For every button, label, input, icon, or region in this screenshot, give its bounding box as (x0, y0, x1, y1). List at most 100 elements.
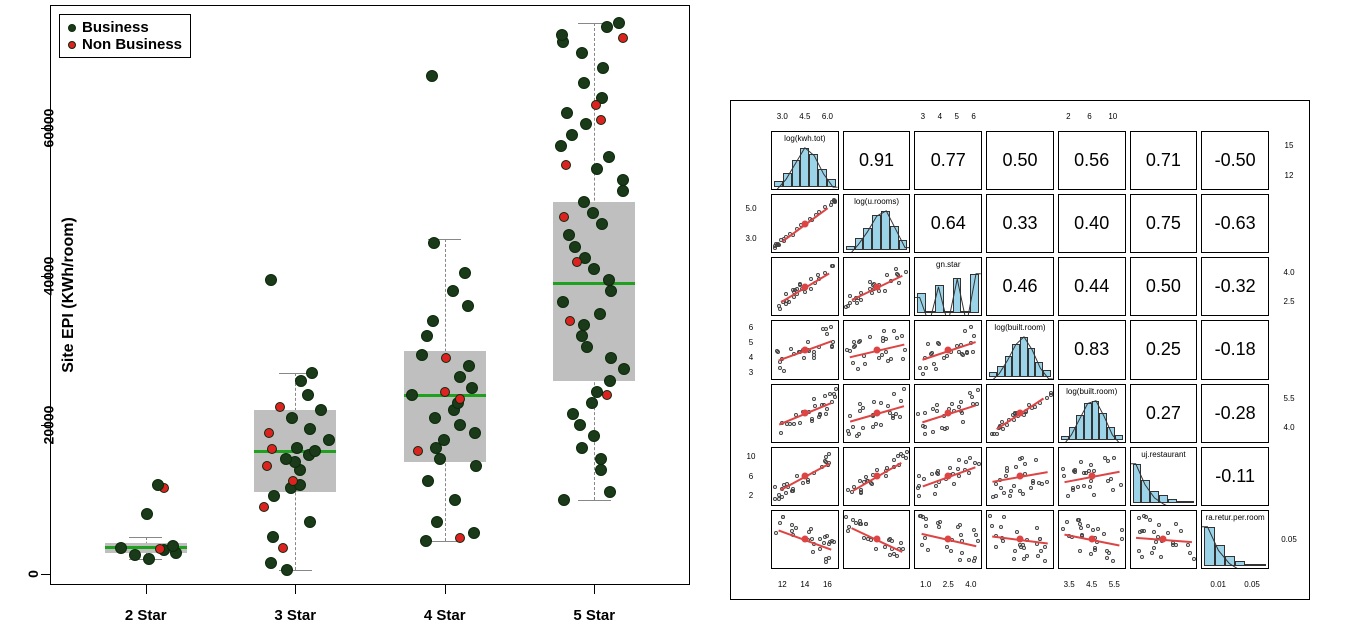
corr-value-cell: 0.50 (986, 131, 1054, 190)
point-business (426, 70, 438, 82)
correlation-matrix: log(kwh.tot)0.910.770.500.560.71-0.50log… (771, 131, 1269, 569)
point-nonbusiness (572, 257, 582, 267)
point-business (580, 118, 592, 130)
corr-value-cell: 0.56 (1058, 131, 1126, 190)
point-business (129, 549, 141, 561)
x-tick-label: 2 Star (125, 607, 167, 624)
point-nonbusiness (262, 461, 272, 471)
mini-scatter (1130, 510, 1198, 569)
legend-item-nonbusiness: Non Business (68, 36, 182, 53)
point-business (555, 140, 567, 152)
point-business (605, 352, 617, 364)
corr-value-cell: 0.25 (1130, 320, 1198, 379)
axis-strip-cell (843, 103, 911, 129)
point-nonbusiness (288, 476, 298, 486)
point-business (557, 296, 569, 308)
point-business (617, 174, 629, 186)
point-business (429, 412, 441, 424)
point-business (304, 516, 316, 528)
point-business (463, 360, 475, 372)
axis-strip-cell: 3456 (733, 320, 769, 379)
point-business (597, 62, 609, 74)
corr-value-cell: 0.50 (1130, 257, 1198, 316)
mini-scatter (771, 510, 839, 569)
point-nonbusiness (278, 543, 288, 553)
point-business (438, 434, 450, 446)
axis-strip-cell: 0.010.05 (1201, 571, 1269, 597)
mini-scatter (843, 447, 911, 506)
point-business (466, 382, 478, 394)
pairs-panel: 3.04.56.034562610 1214161.02.54.03.54.55… (730, 100, 1310, 600)
corr-value: 0.44 (1059, 258, 1125, 315)
point-business (291, 442, 303, 454)
point-business (581, 341, 593, 353)
point-nonbusiness (413, 446, 423, 456)
point-nonbusiness (602, 390, 612, 400)
corr-value: 0.83 (1059, 321, 1125, 378)
axis-strip-top: 3.04.56.0 3456 2610 (771, 103, 1269, 129)
point-nonbusiness (441, 353, 451, 363)
axis-strip-cell (1271, 320, 1307, 379)
point-business (421, 330, 433, 342)
corr-value-cell: -0.63 (1201, 194, 1269, 253)
point-business (587, 207, 599, 219)
legend-marker-business (68, 24, 76, 32)
corr-value-cell: 0.71 (1130, 131, 1198, 190)
point-business (603, 151, 615, 163)
corr-value: 0.50 (1131, 258, 1197, 315)
point-nonbusiness (264, 428, 274, 438)
point-business (447, 285, 459, 297)
point-business (595, 453, 607, 465)
diag-histogram: log(built.room) (986, 320, 1054, 379)
mini-scatter (843, 384, 911, 443)
point-business (576, 47, 588, 59)
mini-scatter (914, 384, 982, 443)
axis-strip-cell: 3.04.56.0 (771, 103, 839, 129)
corr-value-cell: -0.28 (1201, 384, 1269, 443)
point-business (591, 386, 603, 398)
point-business (604, 375, 616, 387)
box (553, 202, 635, 381)
point-nonbusiness (275, 402, 285, 412)
point-business (454, 371, 466, 383)
axis-strip-cell: 3456 (914, 103, 982, 129)
axis-strip-cell: 2610 (1058, 103, 1126, 129)
point-business (613, 17, 625, 29)
point-business (563, 229, 575, 241)
corr-value: 0.25 (1131, 321, 1197, 378)
point-business (167, 540, 179, 552)
axis-strip-cell (1130, 103, 1198, 129)
point-nonbusiness (561, 160, 571, 170)
axis-strip-cell (1130, 571, 1198, 597)
point-business (115, 542, 127, 554)
mini-scatter (771, 447, 839, 506)
point-business (462, 300, 474, 312)
point-nonbusiness (559, 212, 569, 222)
mini-scatter (914, 447, 982, 506)
point-business (586, 397, 598, 409)
point-business (469, 427, 481, 439)
point-nonbusiness (591, 100, 601, 110)
mini-scatter (1058, 447, 1126, 506)
axis-strip-cell: 3.54.55.5 (1058, 571, 1126, 597)
point-business (434, 453, 446, 465)
mini-scatter (986, 384, 1054, 443)
axis-strip-cell (733, 510, 769, 569)
point-business (567, 408, 579, 420)
point-business (295, 375, 307, 387)
point-business (617, 185, 629, 197)
axis-strip-cell: 1.02.54.0 (914, 571, 982, 597)
corr-value-cell: 0.27 (1130, 384, 1198, 443)
x-tick-label: 5 Star (573, 607, 615, 624)
mini-scatter (771, 320, 839, 379)
point-nonbusiness (596, 115, 606, 125)
corr-value: 0.40 (1059, 195, 1125, 252)
corr-value: 0.64 (915, 195, 981, 252)
point-business (323, 434, 335, 446)
axis-strip-cell (1271, 194, 1307, 253)
diag-histogram: gn.star (914, 257, 982, 316)
corr-value-cell: 0.40 (1058, 194, 1126, 253)
corr-value: 0.91 (844, 132, 910, 189)
point-business (566, 129, 578, 141)
point-business (267, 531, 279, 543)
